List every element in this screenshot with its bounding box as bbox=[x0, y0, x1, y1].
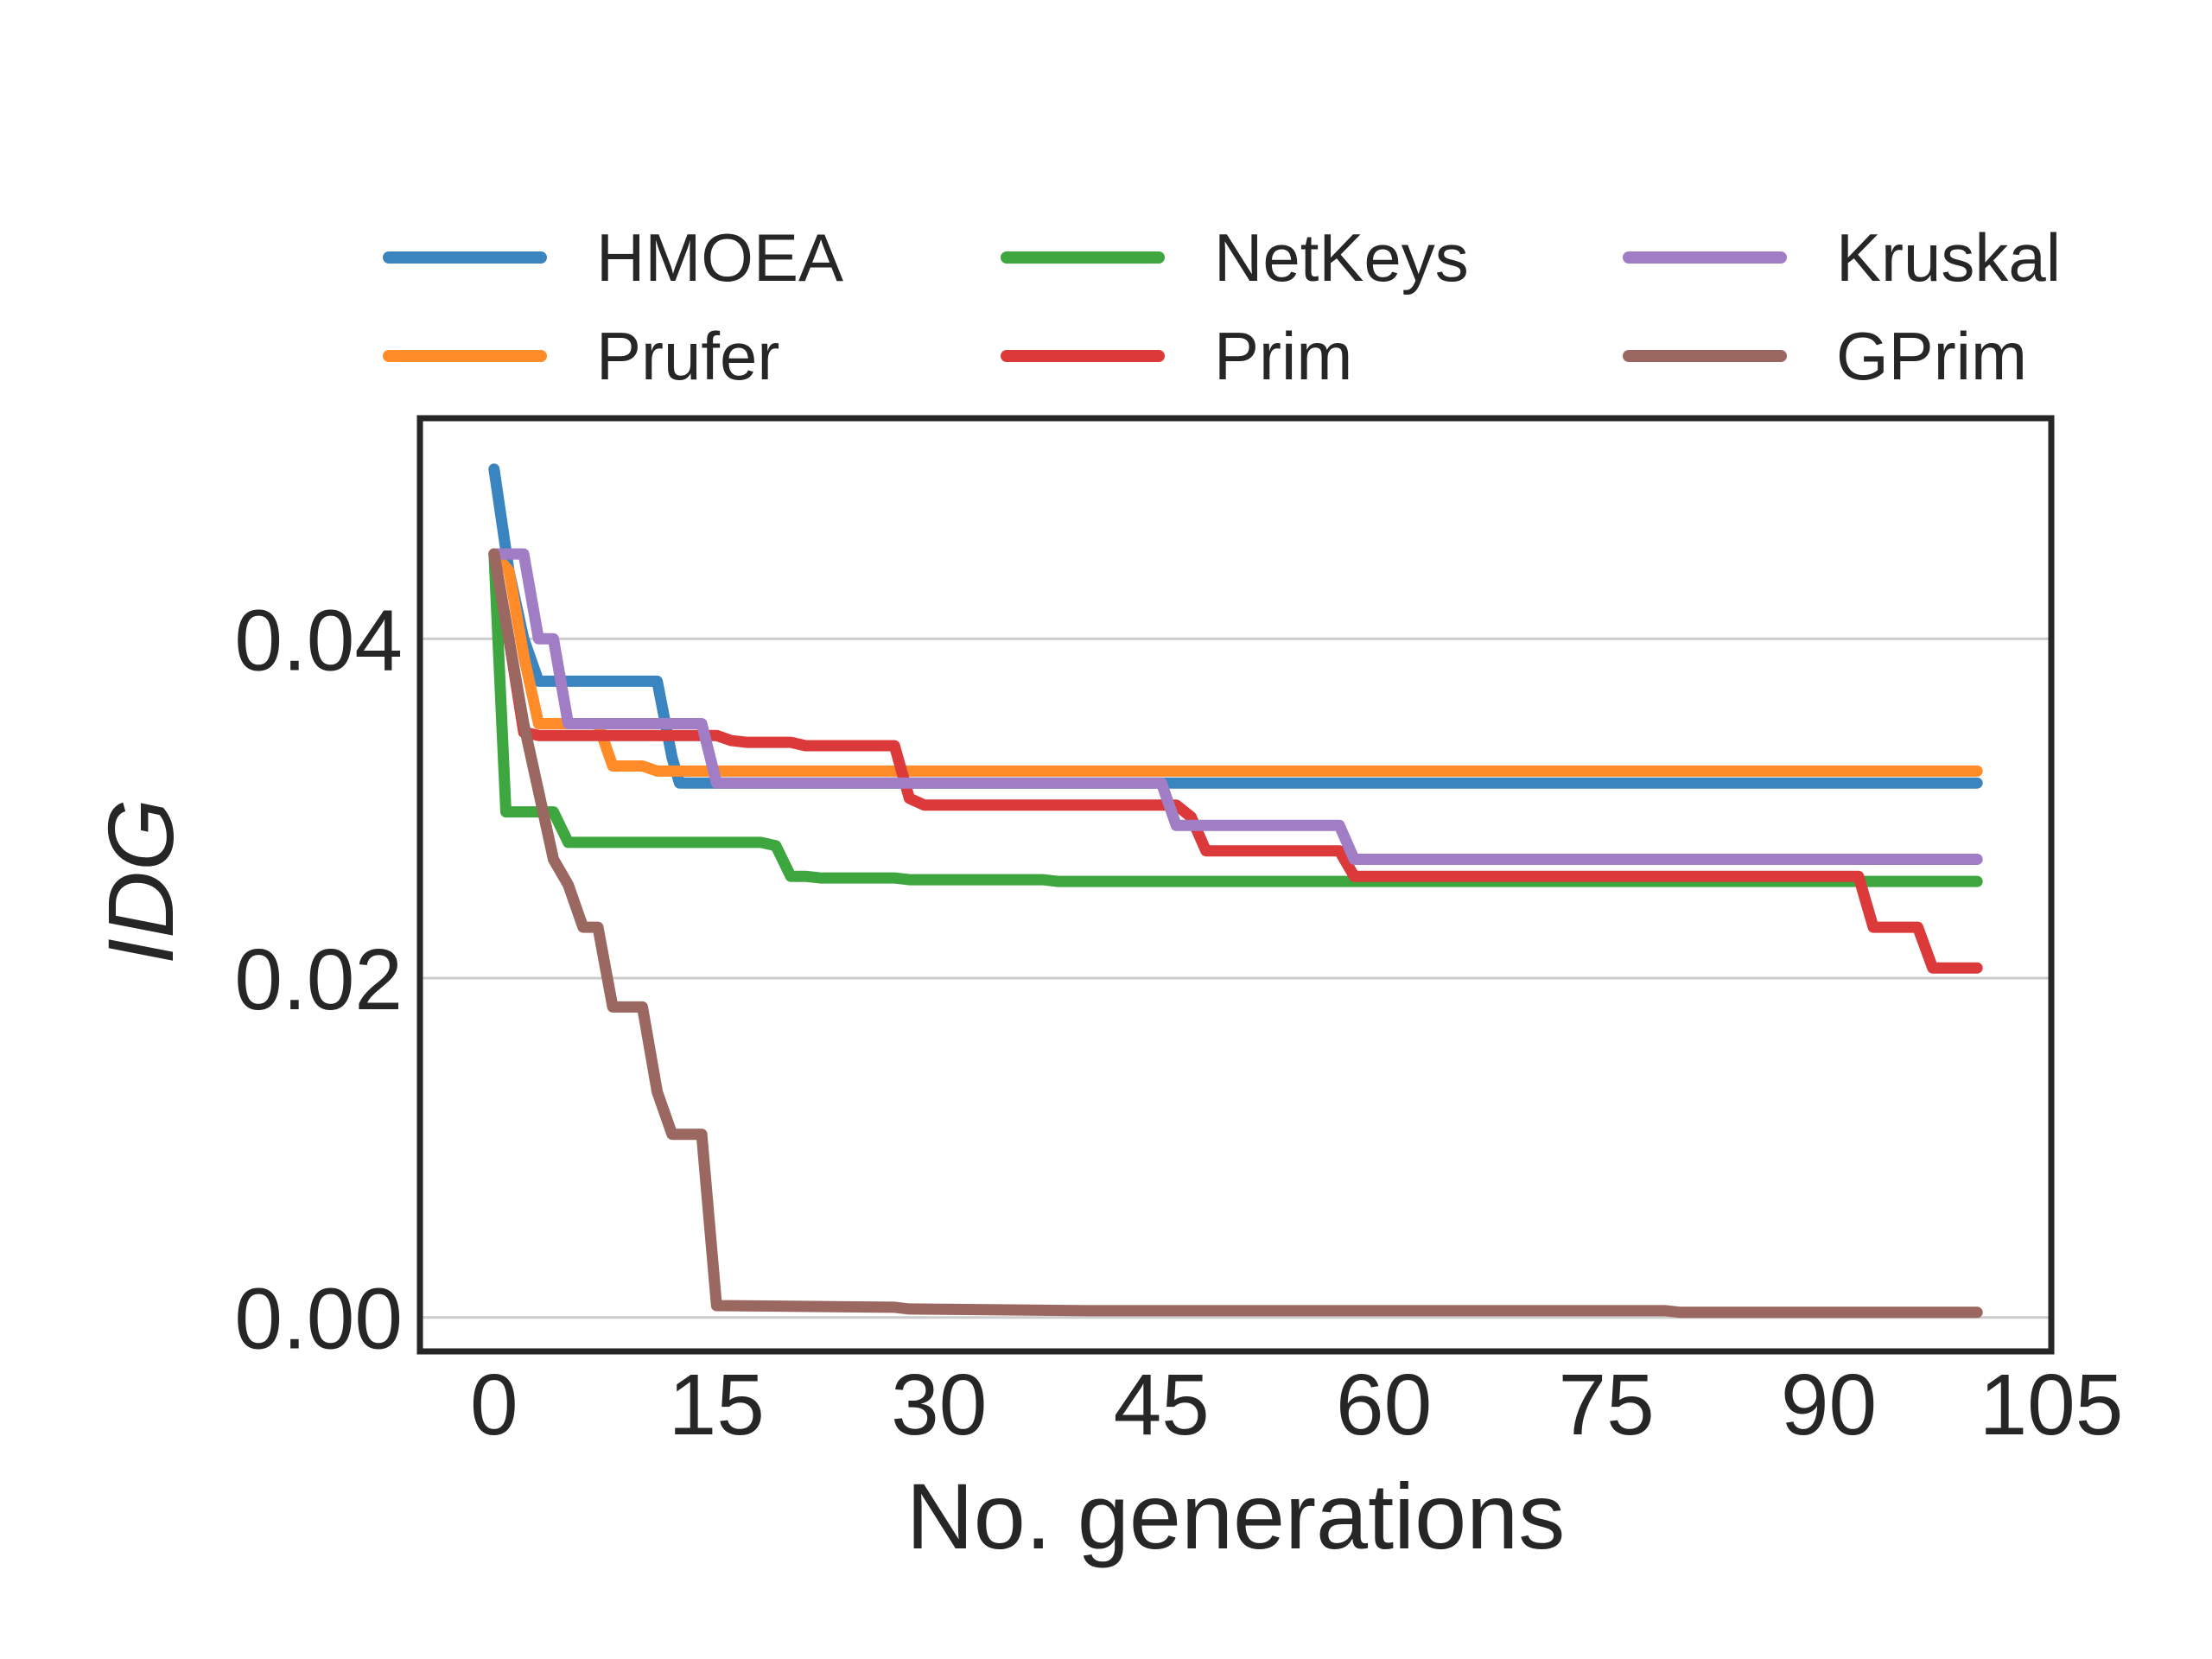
plot-frame bbox=[416, 415, 2055, 1355]
series-lines bbox=[488, 463, 1983, 1319]
x-tick-label: 75 bbox=[1558, 1357, 1654, 1453]
x-axis-label: No. generations bbox=[906, 1464, 1566, 1568]
series-line-netkeys bbox=[488, 548, 1983, 887]
x-tick-label: 30 bbox=[891, 1357, 987, 1453]
y-axis-label: IDG bbox=[88, 798, 193, 964]
series-line-prim bbox=[488, 548, 1983, 974]
legend-label-prim: Prim bbox=[1214, 318, 1352, 394]
legend-label-prufer: Prufer bbox=[596, 318, 779, 394]
x-tick-label: 60 bbox=[1336, 1357, 1432, 1453]
x-tick-label: 90 bbox=[1781, 1357, 1877, 1453]
y-tick-label: 0.00 bbox=[234, 1271, 403, 1368]
x-tick-labels: 0 15 30 45 60 75 90 105 bbox=[470, 1357, 2123, 1453]
legend-label-hmoea: HMOEA bbox=[596, 219, 843, 296]
x-tick-label: 15 bbox=[669, 1357, 765, 1453]
legend-label-netkeys: NetKeys bbox=[1214, 219, 1469, 296]
y-tick-labels: 0.00 0.02 0.04 bbox=[234, 592, 403, 1367]
x-tick-label: 0 bbox=[470, 1357, 518, 1453]
x-tick-label: 45 bbox=[1114, 1357, 1210, 1453]
legend-label-gprim: GPrim bbox=[1836, 318, 2027, 394]
x-tick-label: 105 bbox=[1980, 1357, 2124, 1453]
series-line-kruskal bbox=[488, 548, 1983, 865]
series-line-gprim bbox=[488, 548, 1983, 1319]
y-tick-label: 0.02 bbox=[234, 931, 403, 1028]
y-tick-label: 0.04 bbox=[234, 592, 403, 689]
legend-label-kruskal: Kruskal bbox=[1836, 219, 2061, 296]
legend: HMOEA Prufer NetKeys Prim Kruskal GPrim bbox=[383, 219, 2061, 394]
